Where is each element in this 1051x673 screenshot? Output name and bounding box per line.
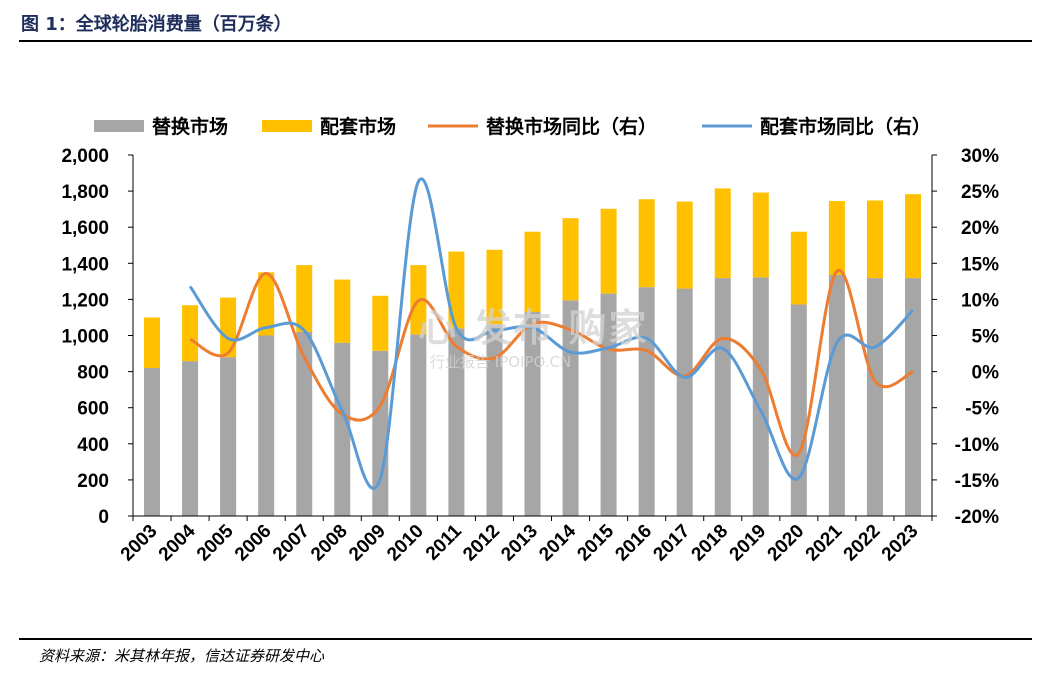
header: 图 1：全球轮胎消费量（百万条） xyxy=(19,6,1032,42)
tick-label-x: 2020 xyxy=(764,521,809,566)
tick-label-left: 1,200 xyxy=(61,290,109,311)
tick-label-x: 2022 xyxy=(840,521,885,566)
bar-replacement xyxy=(714,278,731,516)
tick-label-x: 2007 xyxy=(269,521,314,566)
tick-label-right: 30% xyxy=(961,146,999,167)
tick-label-left: 200 xyxy=(77,471,109,492)
tick-label-left: 1,000 xyxy=(61,327,109,348)
line-replacement-yoy xyxy=(189,268,914,457)
tick-label-x: 2017 xyxy=(649,521,694,566)
source-note: 资料来源：米其林年报，信达证券研发中心 xyxy=(39,647,325,665)
bar-replacement xyxy=(220,357,237,516)
tick-label-x: 2004 xyxy=(155,520,200,565)
tick-label-left: 1,600 xyxy=(61,218,109,239)
bar-replacement xyxy=(410,334,427,516)
tick-label-left: 1,800 xyxy=(61,182,109,203)
tick-label-left: 600 xyxy=(77,399,109,420)
legend-label-replacement-yoy: 替换市场同比（右） xyxy=(486,115,657,138)
tick-label-right: -5% xyxy=(965,399,999,420)
bar-oe xyxy=(904,194,921,279)
bar-replacement xyxy=(334,342,351,516)
tick-label-x: 2008 xyxy=(307,521,352,566)
bar-oe xyxy=(448,251,465,329)
tick-label-x: 2010 xyxy=(383,521,428,566)
bar-replacement xyxy=(448,328,465,516)
bar-oe xyxy=(296,265,313,332)
bar-replacement xyxy=(372,350,389,516)
bar-oe xyxy=(714,188,731,279)
bar-replacement xyxy=(866,278,883,516)
bar-replacement xyxy=(182,361,199,516)
bar-replacement xyxy=(258,335,275,516)
legend-label-replacement: 替换市场 xyxy=(152,115,228,138)
tick-label-left: 1,400 xyxy=(61,254,109,275)
bar-oe xyxy=(638,199,655,288)
figure-title: 图 1：全球轮胎消费量（百万条） xyxy=(21,14,292,35)
tick-label-right: 5% xyxy=(972,327,1000,348)
bar-oe xyxy=(144,317,161,368)
tick-label-x: 2019 xyxy=(726,521,771,566)
tick-label-right: 20% xyxy=(961,218,999,239)
bar-replacement xyxy=(600,293,617,516)
tick-label-right: -10% xyxy=(955,435,999,456)
tick-label-left: 2,000 xyxy=(61,146,109,167)
tick-label-x: 2013 xyxy=(497,521,542,566)
tick-label-x: 2011 xyxy=(422,520,466,564)
bar-oe xyxy=(600,208,617,294)
tick-label-x: 2003 xyxy=(117,521,162,566)
tick-label-x: 2018 xyxy=(688,521,733,566)
bar-oe xyxy=(372,295,389,351)
bar-oe xyxy=(258,272,275,336)
bar-oe xyxy=(752,192,769,278)
bar-replacement xyxy=(790,304,807,516)
legend-label-oe-yoy: 配套市场同比（右） xyxy=(760,115,931,138)
tick-label-right: -15% xyxy=(955,471,999,492)
bar-replacement xyxy=(296,331,313,516)
tick-label-x: 2014 xyxy=(535,520,580,565)
tick-label-right: 15% xyxy=(961,254,999,275)
bar-oe xyxy=(828,201,845,276)
tick-label-right: -20% xyxy=(955,507,999,528)
tick-label-x: 2006 xyxy=(231,521,276,566)
bar-oe xyxy=(676,201,693,289)
tick-label-right: 0% xyxy=(972,363,1000,384)
bar-replacement xyxy=(524,312,541,516)
tick-label-x: 2023 xyxy=(878,521,923,566)
tick-label-right: 25% xyxy=(961,182,999,203)
tick-label-left: 0 xyxy=(98,507,109,528)
tick-label-x: 2009 xyxy=(345,521,390,566)
bar-oe xyxy=(220,297,237,358)
bar-oe xyxy=(790,231,807,305)
bar-replacement xyxy=(752,277,769,516)
bar-replacement xyxy=(676,288,693,516)
bar-oe xyxy=(866,200,883,279)
bar-replacement xyxy=(486,324,503,516)
line-oe-yoy xyxy=(188,177,915,490)
bar-replacement xyxy=(144,367,161,516)
legend-swatch-replacement xyxy=(94,120,144,132)
legend-swatch-oe xyxy=(262,120,312,132)
bar-oe xyxy=(182,305,199,362)
bar-oe xyxy=(334,279,351,343)
bar-oe xyxy=(486,249,503,325)
bar-replacement xyxy=(638,287,655,516)
tick-label-x: 2012 xyxy=(459,521,504,566)
tick-label-x: 2016 xyxy=(611,521,656,566)
bar-oe xyxy=(524,231,541,313)
footer: 资料来源：米其林年报，信达证券研发中心 xyxy=(19,638,1032,665)
tick-label-left: 800 xyxy=(77,363,109,384)
tick-label-x: 2005 xyxy=(193,520,238,565)
bar-replacement xyxy=(904,278,921,516)
tick-label-x: 2021 xyxy=(802,520,847,565)
bar-oe xyxy=(562,218,579,301)
tick-label-right: 10% xyxy=(961,290,999,311)
bar-replacement xyxy=(828,275,845,516)
tick-label-x: 2015 xyxy=(573,520,618,565)
legend-label-oe: 配套市场 xyxy=(320,115,396,138)
tick-label-left: 400 xyxy=(77,435,109,456)
